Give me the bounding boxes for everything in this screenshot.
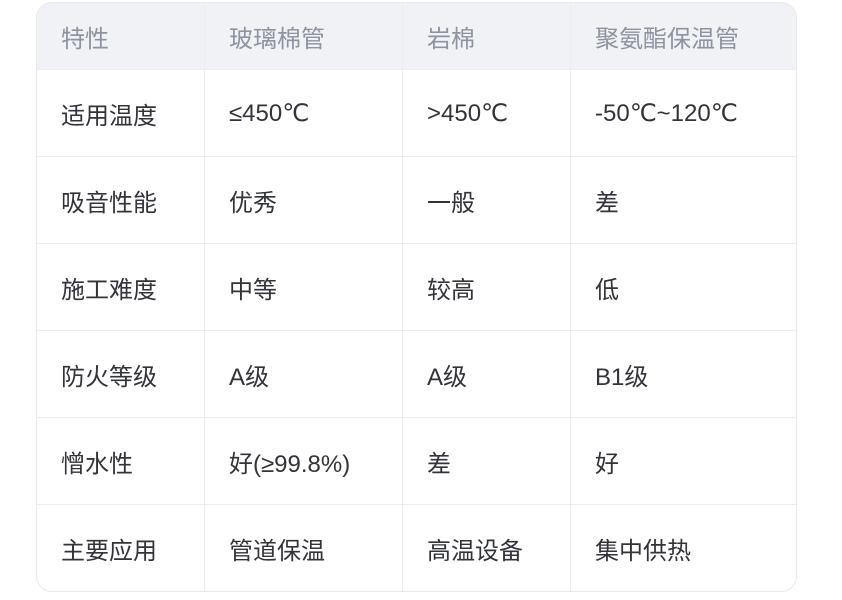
value-cell: 中等 [204,243,402,330]
table-row-main-application: 主要应用 管道保温 高温设备 集中供热 [37,504,796,591]
value-cell: 差 [570,156,796,243]
row-label: 防火等级 [37,330,204,417]
value-cell: A级 [402,330,570,417]
table-row-temperature: 适用温度 ≤450℃ >450℃ -50℃~120℃ [37,69,796,156]
value-cell: 一般 [402,156,570,243]
material-comparison-table: 特性 玻璃棉管 岩棉 聚氨酯保温管 适用温度 ≤450℃ >450℃ -50℃~… [37,3,796,591]
row-label: 适用温度 [37,69,204,156]
value-cell: 低 [570,243,796,330]
value-cell: -50℃~120℃ [570,69,796,156]
value-cell: A级 [204,330,402,417]
row-label: 吸音性能 [37,156,204,243]
table-row-construction-difficulty: 施工难度 中等 较高 低 [37,243,796,330]
comparison-table-card: 特性 玻璃棉管 岩棉 聚氨酯保温管 适用温度 ≤450℃ >450℃ -50℃~… [36,2,797,592]
value-cell: B1级 [570,330,796,417]
value-cell: 差 [402,417,570,504]
value-cell: 集中供热 [570,504,796,591]
value-cell: 好(≥99.8%) [204,417,402,504]
value-cell: 高温设备 [402,504,570,591]
value-cell: 较高 [402,243,570,330]
table-row-sound-absorption: 吸音性能 优秀 一般 差 [37,156,796,243]
header-cell-feature: 特性 [37,3,204,69]
value-cell: 好 [570,417,796,504]
header-cell-polyurethane: 聚氨酯保温管 [570,3,796,69]
table-row-fire-rating: 防火等级 A级 A级 B1级 [37,330,796,417]
value-cell: 优秀 [204,156,402,243]
value-cell: 管道保温 [204,504,402,591]
row-label: 憎水性 [37,417,204,504]
value-cell: >450℃ [402,69,570,156]
header-cell-rock-wool: 岩棉 [402,3,570,69]
row-label: 主要应用 [37,504,204,591]
table-row-hydrophobicity: 憎水性 好(≥99.8%) 差 好 [37,417,796,504]
header-cell-glass-wool: 玻璃棉管 [204,3,402,69]
table-header-row: 特性 玻璃棉管 岩棉 聚氨酯保温管 [37,3,796,69]
value-cell: ≤450℃ [204,69,402,156]
row-label: 施工难度 [37,243,204,330]
